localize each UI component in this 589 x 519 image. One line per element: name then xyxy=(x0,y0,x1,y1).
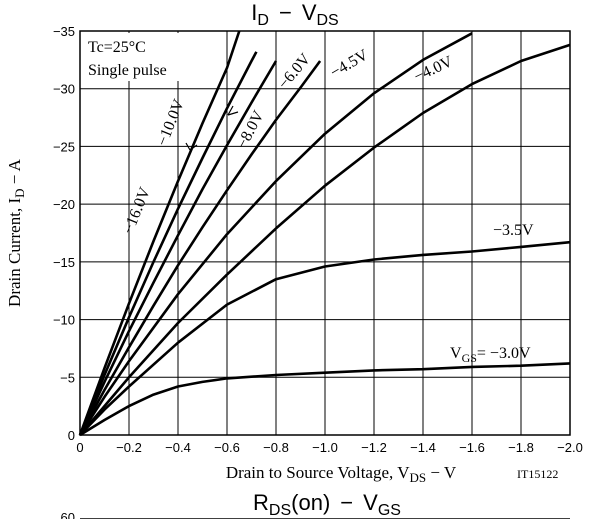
x-tick-label: −1.4 xyxy=(410,440,436,455)
label-arrow-8v xyxy=(227,105,239,116)
series-line-5 xyxy=(79,43,571,436)
y-tick-label: −30 xyxy=(53,82,75,97)
chart-title-main2: V xyxy=(302,0,317,25)
conditions-box-bg xyxy=(82,33,204,81)
x-tick-label: −2.0 xyxy=(557,440,583,455)
chart2-title-sub: DS xyxy=(269,502,291,519)
chart-title-sub: D xyxy=(257,12,269,29)
series-line-3 xyxy=(78,60,322,436)
x-tick-label: −0.8 xyxy=(263,440,289,455)
x-tick-label: −0.2 xyxy=(116,440,142,455)
x-axis-label-post: − V xyxy=(426,463,457,482)
chart-title-dash: − xyxy=(279,0,292,25)
x-tick-label: −0.6 xyxy=(214,440,240,455)
chart2-title-main2: V xyxy=(363,490,378,515)
chart-title-main: I xyxy=(251,0,257,25)
x-axis-label: Drain to Source Voltage, VDS − V xyxy=(226,463,457,485)
y-axis-label-post: − A xyxy=(5,158,24,188)
chart2-y-tick-label: 60 xyxy=(61,510,75,519)
series-lines xyxy=(78,30,571,437)
y-axis-label-pre: Drain Current, I xyxy=(5,198,24,307)
series-line-2 xyxy=(78,60,278,436)
series-label-2: −8.0V xyxy=(234,108,268,152)
x-tick-label: −1.6 xyxy=(459,440,485,455)
chart2-title-dash: − xyxy=(340,490,353,515)
tick-labels: 0 −0.2 −0.4 −0.6 −0.8 −1.0 −1.2 −1.4 −1.6 −1.8 −2.… xyxy=(53,24,583,455)
series-line-6 xyxy=(79,240,571,436)
x-tick-label: −1.8 xyxy=(508,440,534,455)
x-tick-label: −0.4 xyxy=(165,440,191,455)
series-label-6: −3.5V xyxy=(493,222,534,239)
series-label-3: −6.0V xyxy=(275,50,314,92)
chart2-title-sub2: GS xyxy=(378,502,401,519)
y-tick-label: −35 xyxy=(53,24,75,39)
x-axis-label-sub: DS xyxy=(409,470,426,485)
label-arrow-10v xyxy=(185,142,198,151)
series-label-7: VGS= −3.0V xyxy=(450,345,531,365)
chart-title-sub2: DS xyxy=(317,12,339,29)
y-axis-label: Drain Current, ID − A xyxy=(5,158,27,307)
chart2-title-post: (on) xyxy=(291,490,330,515)
y-axis-label-sub: D xyxy=(12,188,27,197)
x-tick-label: −1.2 xyxy=(361,440,387,455)
series-line-0 xyxy=(78,30,241,436)
condition-temperature: Tc=25°C xyxy=(88,39,146,56)
y-tick-label: −10 xyxy=(53,313,75,328)
condition-pulse: Single pulse xyxy=(88,62,167,79)
y-tick-label: 0 xyxy=(68,428,75,443)
y-tick-label: −20 xyxy=(53,197,75,212)
series-line-4 xyxy=(78,32,473,436)
x-axis-label-pre: Drain to Source Voltage, V xyxy=(226,463,410,482)
y-tick-label: −25 xyxy=(53,139,75,154)
plot-frame xyxy=(79,30,571,436)
series-label-4: −4.5V xyxy=(328,46,372,81)
y-tick-label: −15 xyxy=(53,255,75,270)
chart2-title: RDS(on) − VGS xyxy=(253,490,401,519)
chart2-title-main: R xyxy=(253,490,269,515)
series-label-0: −16.0V xyxy=(120,185,154,237)
series-label-5: −4.0V xyxy=(412,53,456,86)
series-label-1: −10.0V xyxy=(154,97,188,149)
y-tick-label: −5 xyxy=(60,370,75,385)
x-tick-label: −1.0 xyxy=(312,440,338,455)
figure-code: IT15122 xyxy=(517,467,558,481)
series-line-1 xyxy=(78,51,258,436)
series-line-7 xyxy=(79,362,571,437)
chart-title: ID − VDS xyxy=(251,0,338,29)
x-tick-label: 0 xyxy=(76,440,83,455)
